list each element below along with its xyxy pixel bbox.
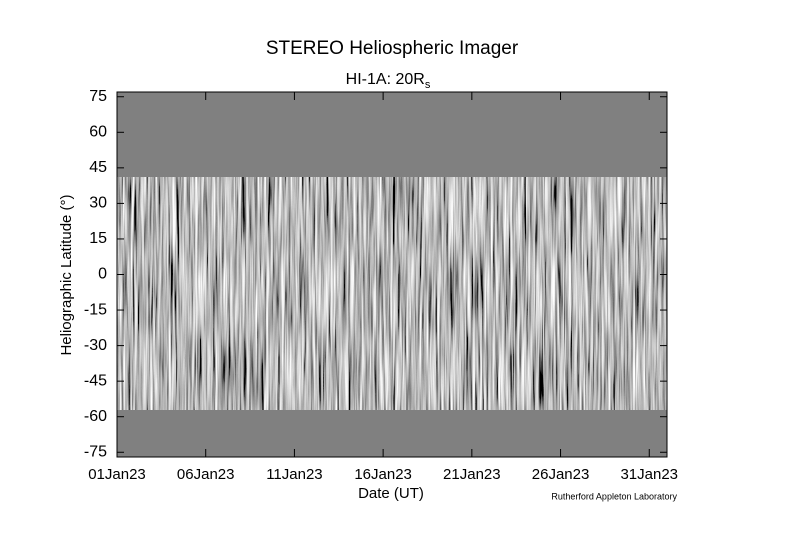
chart-title: STEREO Heliospheric Imager	[266, 38, 519, 59]
x-tick-label: 26Jan23	[532, 466, 590, 483]
y-tick-label: -60	[84, 408, 107, 425]
x-tick-label: 01Jan23	[88, 466, 146, 483]
image-data	[117, 177, 667, 410]
credit: Rutherford Appleton Laboratory	[551, 491, 677, 501]
y-tick-label: 75	[89, 88, 107, 105]
y-tick-label: -15	[84, 301, 107, 318]
x-tick-label: 16Jan23	[354, 466, 412, 483]
x-tick-label: 11Jan23	[266, 466, 322, 483]
y-tick-label: -30	[84, 337, 107, 354]
y-tick-label: 15	[89, 230, 107, 247]
subtitle-subscript: s	[425, 79, 431, 91]
x-tick-label: 21Jan23	[443, 466, 501, 483]
x-tick-label: 31Jan23	[620, 466, 678, 483]
y-tick-label: -75	[84, 443, 107, 460]
y-axis-label: Heliographic Latitude (°)	[58, 194, 75, 355]
chart-subtitle: HI-1A: 20Rs	[346, 71, 431, 91]
x-axis-label: Date (UT)	[358, 485, 424, 502]
y-tick-label: 45	[89, 159, 107, 176]
y-tick-label: 0	[98, 266, 107, 283]
x-tick-label: 06Jan23	[177, 466, 235, 483]
subtitle-text: HI-1A: 20R	[346, 71, 425, 88]
y-tick-label: -45	[84, 372, 107, 389]
y-tick-label: 30	[89, 195, 107, 212]
y-tick-label: 60	[89, 124, 107, 141]
